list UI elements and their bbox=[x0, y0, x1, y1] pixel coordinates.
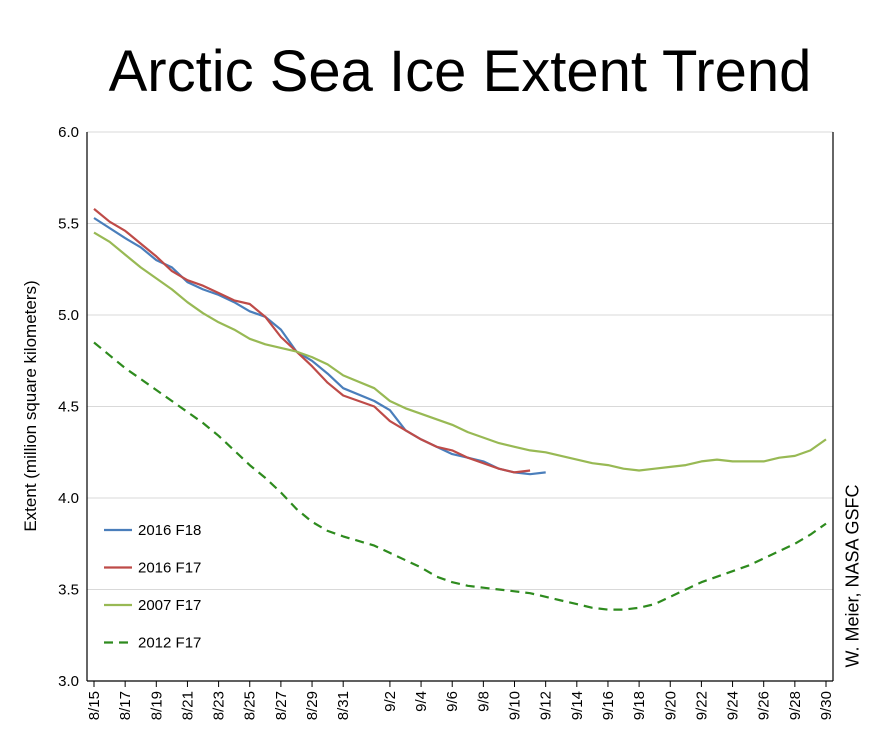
y-tick-labels: 3.0 3.5 4.0 4.5 5.0 5.5 6.0 bbox=[58, 124, 79, 690]
x-tick-label: 8/21 bbox=[179, 691, 196, 720]
chart-title: Arctic Sea Ice Extent Trend bbox=[108, 39, 812, 104]
x-tick-label: 9/22 bbox=[693, 691, 710, 720]
x-tick-label: 9/20 bbox=[662, 691, 679, 720]
x-tick-label: 8/29 bbox=[304, 691, 321, 720]
x-tick-label: 9/16 bbox=[600, 691, 617, 720]
x-tick-label: 9/8 bbox=[475, 691, 492, 712]
y-tick-label: 5.0 bbox=[58, 307, 79, 324]
x-tick-label: 9/18 bbox=[631, 691, 648, 720]
x-tick-label: 8/25 bbox=[242, 691, 259, 720]
x-tick-label: 9/2 bbox=[382, 691, 399, 712]
series-lines bbox=[93, 208, 827, 611]
grid-lines bbox=[87, 131, 833, 590]
legend: 2016 F18 2016 F17 2007 F17 2012 F17 bbox=[104, 522, 201, 652]
x-tick-label: 9/24 bbox=[725, 691, 742, 720]
x-tick-label: 8/17 bbox=[117, 691, 134, 720]
series-line-2012-f17 bbox=[93, 341, 827, 611]
series-line-2016-f17 bbox=[93, 208, 531, 474]
x-tick-label: 8/19 bbox=[148, 691, 165, 720]
legend-label: 2016 F18 bbox=[138, 522, 201, 539]
x-tick-label: 9/26 bbox=[756, 691, 773, 720]
x-tick-label: 9/4 bbox=[413, 691, 430, 712]
x-tick-label: 9/10 bbox=[507, 691, 524, 720]
x-tick-label: 9/12 bbox=[538, 691, 555, 720]
x-tick-label: 8/15 bbox=[86, 691, 103, 720]
y-tick-label: 4.5 bbox=[58, 399, 79, 416]
series-line-2007-f17 bbox=[93, 231, 827, 472]
y-tick-label: 6.0 bbox=[58, 124, 79, 141]
legend-label: 2012 F17 bbox=[138, 635, 201, 652]
x-tick-labels: 8/15 8/17 8/19 8/21 8/23 8/25 8/27 8/29 8/31 9/2 9… bbox=[86, 691, 835, 720]
legend-label: 2007 F17 bbox=[138, 597, 201, 614]
x-tick-label: 9/28 bbox=[787, 691, 804, 720]
x-tick-label: 9/30 bbox=[818, 691, 835, 720]
y-tick-label: 3.5 bbox=[58, 582, 79, 599]
y-tick-label: 3.0 bbox=[58, 673, 79, 690]
x-tick-label: 8/31 bbox=[335, 691, 352, 720]
x-tick-label: 9/14 bbox=[569, 691, 586, 720]
legend-label: 2016 F17 bbox=[138, 560, 201, 577]
y-tick-label: 5.5 bbox=[58, 216, 79, 233]
x-tick-label: 9/6 bbox=[444, 691, 461, 712]
axes bbox=[86, 132, 834, 687]
y-tick-label: 4.0 bbox=[58, 490, 79, 507]
x-tick-label: 8/27 bbox=[273, 691, 290, 720]
x-tick-label: 8/23 bbox=[211, 691, 228, 720]
